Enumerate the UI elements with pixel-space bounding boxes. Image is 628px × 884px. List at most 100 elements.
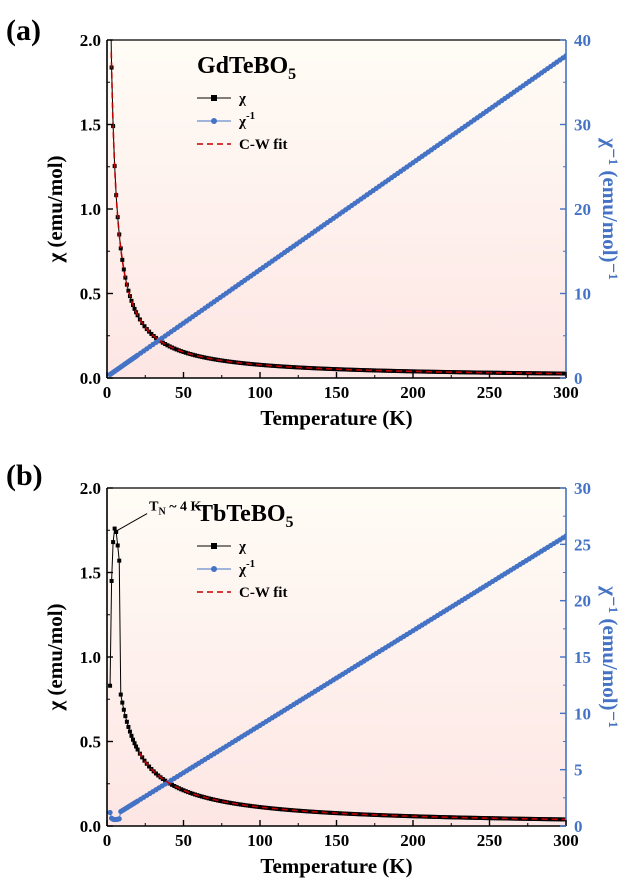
chi-point xyxy=(560,371,565,376)
chi-point xyxy=(127,729,132,734)
chi-point xyxy=(277,807,282,812)
chi-point xyxy=(433,369,438,374)
chi-point xyxy=(170,782,175,787)
chi-point xyxy=(121,707,126,712)
chi-inverse-point xyxy=(107,809,113,816)
chi-point xyxy=(557,817,562,822)
chi-point xyxy=(124,719,129,724)
chi-point xyxy=(537,817,542,822)
chi-point xyxy=(222,358,227,363)
chi-point xyxy=(459,815,464,820)
chi-point xyxy=(328,810,333,815)
chi-point xyxy=(241,361,246,366)
chi-point xyxy=(518,816,523,821)
chi-point xyxy=(401,369,406,374)
chi-point xyxy=(353,367,358,372)
chi-point xyxy=(406,814,411,819)
chi-point xyxy=(268,806,273,811)
chi-point xyxy=(142,324,147,329)
y-right-tick-label: 40 xyxy=(574,31,591,50)
chi-point xyxy=(192,353,197,358)
chi-point xyxy=(413,369,418,374)
chi-point xyxy=(452,370,457,375)
chi-point xyxy=(134,744,139,749)
chi-point xyxy=(415,814,420,819)
legend-marker xyxy=(211,566,217,572)
chi-point xyxy=(220,358,225,363)
chi-point xyxy=(470,370,475,375)
chi-point xyxy=(296,808,301,813)
chi-point xyxy=(149,331,154,336)
legend-marker xyxy=(211,543,217,549)
x-tick-label: 200 xyxy=(400,831,426,850)
chi-point xyxy=(132,741,137,746)
panel-a: (a) 0 50 100 150 200 250 300 0.0 0.5 1.0 1.5 2.0 0 10 2… xyxy=(6,14,622,430)
legend-label-main: χ xyxy=(238,91,247,107)
chi-point xyxy=(231,360,236,365)
panel-label: (b) xyxy=(6,459,43,492)
chi-point xyxy=(252,362,257,367)
y-right-tick-label: 0 xyxy=(574,817,583,836)
legend-marker xyxy=(211,118,217,124)
chi-point xyxy=(259,805,264,810)
annotation-sub: N xyxy=(158,507,166,518)
chi-point xyxy=(546,817,551,822)
chi-point xyxy=(190,791,195,796)
chi-point xyxy=(371,368,376,373)
chi-point xyxy=(491,370,496,375)
chi-point xyxy=(472,370,477,375)
chi-point xyxy=(427,814,432,819)
chi-point xyxy=(213,357,218,362)
legend-label: χ xyxy=(238,539,247,555)
chi-point xyxy=(165,343,170,348)
y-left-tick-label: 0.5 xyxy=(80,285,101,304)
chi-point xyxy=(489,816,494,821)
chi-point xyxy=(118,246,123,251)
x-tick-label: 250 xyxy=(477,831,503,850)
annotation-rest: ~ 4 K xyxy=(166,500,202,515)
plot-area xyxy=(107,526,566,823)
chi-point xyxy=(362,368,367,373)
chi-point xyxy=(355,812,360,817)
chi-point xyxy=(298,808,303,813)
chi-point xyxy=(264,363,269,368)
cw-fit-line xyxy=(110,52,565,375)
y-right-tick-label: 20 xyxy=(574,592,591,611)
chi-point xyxy=(248,803,253,808)
y-left-tick-label: 0.0 xyxy=(80,369,101,388)
y-left-axis-label: χ (emu/mol) xyxy=(43,603,67,711)
x-tick-label: 100 xyxy=(247,383,273,402)
chi-point xyxy=(229,801,234,806)
chi-point xyxy=(411,369,415,374)
compound-subscript: 5 xyxy=(286,514,294,531)
chi-point xyxy=(199,794,204,799)
y-right-tick-label: 10 xyxy=(574,704,591,723)
chi-point xyxy=(243,361,248,366)
chi-point xyxy=(250,362,255,367)
chi-point xyxy=(323,366,328,371)
chi-point xyxy=(211,357,216,362)
x-tick-label: 250 xyxy=(477,383,503,402)
cw-fit-line xyxy=(138,751,566,821)
chi-point xyxy=(342,367,347,372)
chi-point xyxy=(273,364,278,369)
chi-point xyxy=(147,764,152,769)
chi-point xyxy=(351,367,356,372)
chi-point xyxy=(312,366,317,371)
tn-annotation: TN ~ 4 K xyxy=(149,500,201,518)
chi-point xyxy=(358,812,363,817)
chi-point xyxy=(181,788,186,793)
chi-point xyxy=(163,778,168,783)
chi-point xyxy=(516,816,521,821)
chi-point xyxy=(500,370,505,375)
legend-label-main: χ xyxy=(238,114,247,130)
chi-point xyxy=(507,816,512,821)
chi-point xyxy=(111,540,116,545)
chi-point xyxy=(443,369,448,374)
chi-point xyxy=(346,811,351,816)
chi-point xyxy=(293,365,298,370)
series-cw-fit xyxy=(110,52,565,375)
chi-point xyxy=(261,363,266,368)
legend-entry: χ-1 xyxy=(197,110,255,130)
chi-point xyxy=(482,370,487,375)
